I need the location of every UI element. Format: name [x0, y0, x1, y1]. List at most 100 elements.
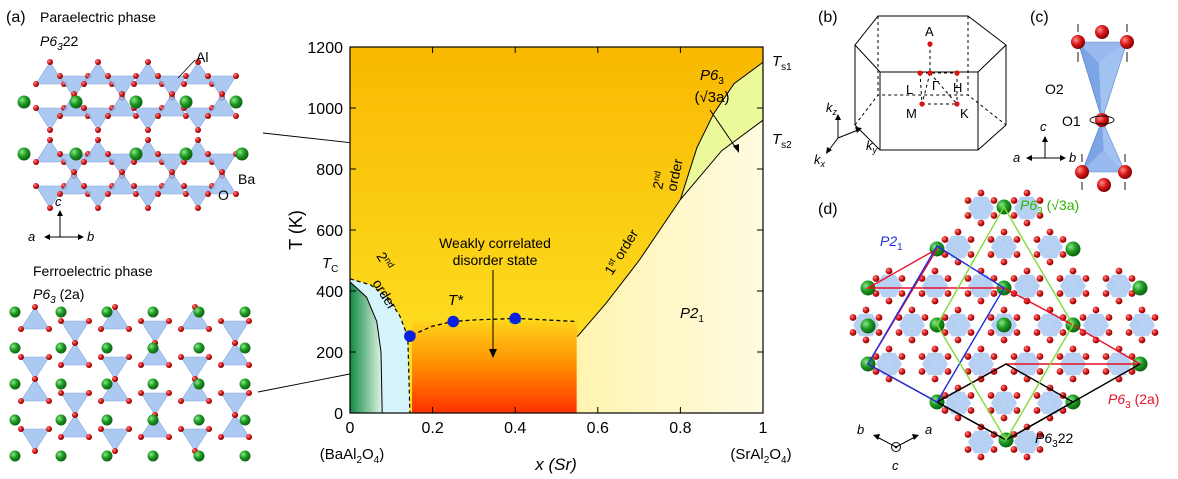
o-atom — [72, 340, 78, 346]
tetra-top — [1066, 352, 1080, 364]
o-atom — [47, 205, 53, 211]
tetrahedron — [100, 428, 130, 452]
o-atom — [1033, 392, 1041, 399]
o-atom — [918, 368, 926, 375]
ba-atom — [55, 378, 67, 390]
tetra-top — [1014, 352, 1027, 364]
tetra-top — [882, 364, 896, 376]
o-atom — [195, 127, 201, 133]
tetra-top — [981, 430, 994, 442]
tetrahedron — [133, 61, 163, 85]
o-atom — [1125, 314, 1133, 321]
tetra-top — [968, 442, 981, 454]
tetra-top — [889, 352, 902, 364]
ts2-label: Ts2 — [772, 131, 792, 151]
o-atom — [205, 191, 211, 197]
ba-atom — [9, 306, 21, 318]
tetrahedron — [220, 414, 250, 438]
tetra-top — [1027, 196, 1040, 208]
o-atom — [166, 318, 172, 324]
tetrahedron — [35, 185, 65, 209]
o-atom — [181, 159, 187, 165]
o-atom — [908, 306, 916, 314]
o-atom — [138, 434, 144, 440]
o-atom — [95, 137, 101, 143]
x-end-label-left: (BaAl2O4) — [320, 446, 384, 466]
tetra-top — [912, 313, 925, 325]
ba-atom — [147, 378, 159, 390]
ba-atom — [193, 378, 205, 390]
o-atom — [1010, 197, 1018, 204]
ba-atom — [101, 450, 113, 462]
o-atom — [183, 113, 189, 119]
tetra-top — [899, 325, 912, 337]
o-atom — [1069, 267, 1077, 275]
tetra-top — [981, 196, 994, 208]
tetra-top — [958, 247, 971, 259]
tetra-top — [1020, 286, 1034, 298]
o-atom — [57, 151, 63, 157]
tetrahedron — [100, 306, 130, 330]
tetrahedron — [60, 414, 90, 438]
tetra-top — [1089, 325, 1103, 337]
ba-atom — [101, 414, 113, 426]
tetra-top — [876, 286, 889, 298]
o-atom — [875, 314, 883, 321]
ba-atom — [17, 95, 31, 109]
o-atom — [990, 353, 998, 360]
o-atom — [32, 376, 38, 382]
o-atom — [18, 354, 24, 360]
tetra-top — [876, 352, 889, 364]
tetra-top — [945, 403, 958, 415]
ba-atom — [147, 450, 159, 462]
o-atom — [131, 183, 137, 189]
o-atom — [967, 407, 975, 414]
o-atom — [33, 183, 39, 189]
tetrahedron — [107, 75, 137, 99]
ba-atom — [129, 147, 143, 161]
tetra-top — [958, 403, 971, 415]
ba-atom — [1132, 280, 1148, 296]
o-atom — [987, 236, 995, 243]
axis-ticks: 0 0.2 0.4 0.6 0.8 1 0 200 400 600 800 1000 1200 — [307, 40, 767, 437]
tetrahedron — [59, 75, 89, 99]
tetra-top — [1106, 274, 1119, 286]
o-atom — [232, 340, 238, 346]
o-atom — [33, 81, 39, 87]
tetrahedron — [59, 171, 89, 195]
tetra-top — [1112, 286, 1126, 298]
tetra-top — [997, 403, 1011, 415]
tetra-top — [1014, 286, 1027, 298]
o-atom — [138, 362, 144, 368]
brillouin-zone-panel: (b) — [814, 9, 1007, 169]
tetrahedron — [83, 139, 113, 163]
tc-label: TC — [322, 255, 338, 275]
o-atom — [967, 392, 975, 399]
tetra-top — [991, 403, 1004, 415]
o-atom — [941, 314, 949, 321]
tetra-top — [1043, 391, 1057, 403]
paraelectric-structure: Paraelectric phase P6322 Al Ba O c a b — [17, 9, 255, 244]
o-atom — [954, 228, 962, 236]
o-atom — [1010, 353, 1018, 360]
o-atom — [1056, 290, 1064, 297]
o-atom — [1013, 407, 1021, 414]
tetrahedron — [107, 171, 137, 195]
tetra-top — [1027, 208, 1040, 220]
tetra-top — [1004, 235, 1017, 247]
o-atom — [133, 73, 139, 79]
tetra-top — [1066, 274, 1080, 286]
o-atom — [1079, 329, 1087, 336]
o-atom — [875, 329, 883, 336]
ba-label: Ba — [238, 171, 255, 187]
o-atom — [1082, 368, 1090, 375]
tetra-top — [997, 235, 1011, 247]
x-tick-label: 0.6 — [587, 420, 609, 437]
tstar-point — [447, 315, 460, 328]
o-atom — [1079, 314, 1087, 321]
o-atom — [195, 59, 201, 65]
o-atom — [206, 354, 212, 360]
tstar-point — [404, 330, 416, 342]
o-atom — [86, 390, 92, 396]
p632a-cell-label: P63 (2a) — [1108, 391, 1159, 411]
